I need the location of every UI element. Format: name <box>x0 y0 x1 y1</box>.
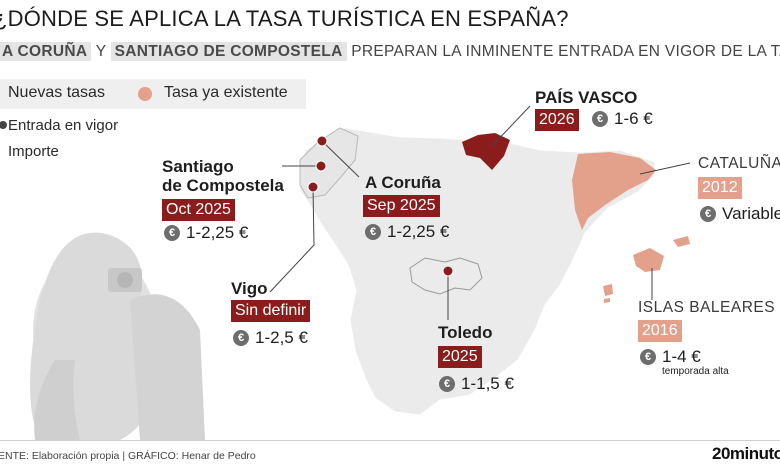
vigo-price: 1-2,5 € <box>255 328 308 347</box>
page-subtitle: A CORUÑA Y SANTIAGO DE COMPOSTELA PREPAR… <box>0 42 780 61</box>
subtitle-rest: PREPARAN LA INMINENTE ENTRADA EN VIGOR D… <box>351 43 780 60</box>
mallorca-shape <box>633 248 664 272</box>
pais-vasco-name: PAÍS VASCO <box>535 88 638 107</box>
toledo-name: Toledo <box>438 323 493 342</box>
galicia-shape <box>299 127 359 199</box>
vigo-name: Vigo <box>231 279 268 298</box>
legend-existing-label: Tasa ya existente <box>164 84 288 101</box>
tourist-illustration <box>30 232 205 440</box>
toledo-marker <box>442 265 454 277</box>
santiago-marker <box>315 160 327 172</box>
pais-vasco-shape <box>462 133 510 170</box>
toledo-price-row: € 1-1,5 € <box>439 374 514 394</box>
cataluna-name: CATALUÑA <box>698 155 780 172</box>
santiago-date: Oct 2025 <box>162 199 235 221</box>
baleares-price-row: € 1-4 € <box>640 347 701 367</box>
coruna-name: A Coruña <box>365 173 441 192</box>
vigo-marker <box>307 181 319 193</box>
cataluna-date: 2012 <box>698 177 742 199</box>
euro-icon: € <box>164 225 180 241</box>
pais-vasco-date: 2026 <box>535 109 579 131</box>
euro-icon: € <box>700 206 716 222</box>
footer-source: ENTE: Elaboración propia | GRÁFICO: Hena… <box>0 450 256 462</box>
page-title: ¿DÓNDE SE APLICA LA TASA TURÍSTICA EN ES… <box>0 6 569 31</box>
cataluna-price-row: € Variable <box>700 204 780 224</box>
euro-icon: € <box>592 111 608 127</box>
santiago-name: Santiago de Compostela <box>162 157 284 195</box>
euro-icon: € <box>439 376 455 392</box>
leader-lines <box>269 105 691 320</box>
baleares-price: 1-4 € <box>662 347 701 366</box>
baleares-note: temporada alta <box>662 366 729 377</box>
toledo-date: 2025 <box>438 346 482 368</box>
euro-icon: € <box>233 330 249 346</box>
coruna-marker <box>316 135 328 147</box>
cataluna-shape <box>572 152 656 230</box>
subtitle-city-santiago: SANTIAGO DE COMPOSTELA <box>110 42 347 61</box>
toledo-price: 1-1,5 € <box>461 374 514 393</box>
baleares-date: 2016 <box>638 320 682 342</box>
subtitle-conjunction: Y <box>95 43 107 60</box>
legend-bar <box>0 79 306 109</box>
footer-divider <box>0 440 780 441</box>
brand-logo: 20minutos <box>712 444 780 463</box>
subtitle-city-coruna: A CORUÑA <box>0 42 92 61</box>
legend-price-label: Importe <box>8 143 59 160</box>
legend-existing-swatch <box>138 87 152 101</box>
ibiza-shape <box>603 284 613 296</box>
coruna-price: 1-2,25 € <box>387 222 450 241</box>
pais-vasco-price: 1-6 € <box>614 109 653 128</box>
euro-icon: € <box>640 349 656 365</box>
legend-date-label: Entrada en vigor <box>8 117 119 134</box>
formentera-shape <box>604 298 610 303</box>
vigo-price-row: € 1-2,5 € <box>233 328 308 348</box>
pais-vasco-price-row: € 1-6 € <box>592 109 653 129</box>
vigo-date: Sin definir <box>231 300 311 322</box>
menorca-shape <box>673 236 690 247</box>
santiago-name-line2: de Compostela <box>162 176 284 195</box>
coruna-price-row: € 1-2,25 € <box>365 222 449 242</box>
baleares-name: ISLAS BALEARES <box>638 299 776 316</box>
euro-icon: € <box>365 224 381 240</box>
santiago-price: 1-2,25 € <box>186 223 249 242</box>
santiago-price-row: € 1-2,25 € <box>164 223 248 243</box>
cataluna-price: Variable <box>722 204 780 223</box>
coruna-date: Sep 2025 <box>363 195 440 217</box>
legend-new-label: Nuevas tasas <box>8 84 105 101</box>
santiago-name-line1: Santiago <box>162 157 234 176</box>
legend-date-pin-icon <box>0 121 7 129</box>
